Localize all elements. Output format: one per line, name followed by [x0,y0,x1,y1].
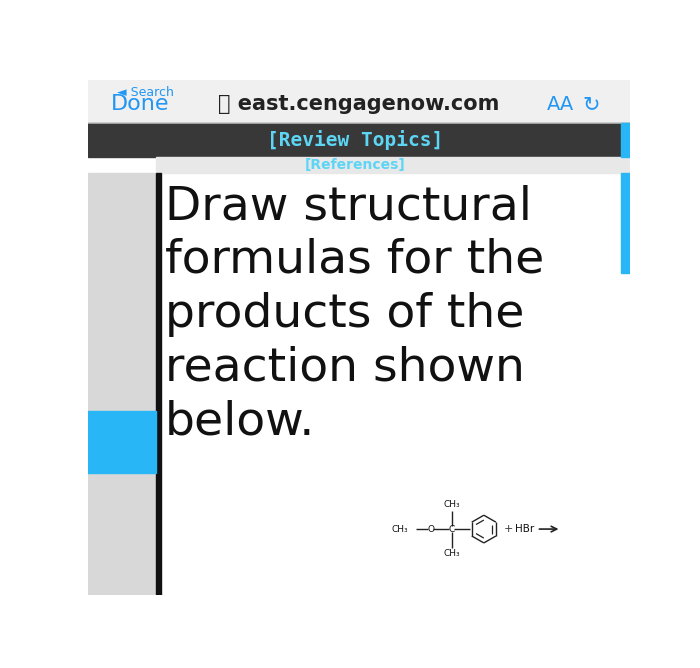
Text: AA: AA [547,95,574,114]
Text: +: + [504,524,513,534]
Bar [88,122,630,157]
Bar [88,172,155,595]
Text: CH₃: CH₃ [443,500,460,509]
Text: HBr: HBr [514,524,534,534]
Bar [621,172,630,273]
Text: Done: Done [111,94,169,114]
Bar [88,80,630,122]
Bar [621,122,630,157]
Text: [Review Topics]: [Review Topics] [267,130,443,150]
Text: 🔒 east.cengagenow.com: 🔒 east.cengagenow.com [218,94,499,114]
Bar [88,172,630,595]
Text: ↻: ↻ [582,94,600,114]
Text: O: O [427,524,434,534]
Bar [155,172,161,595]
Bar [88,411,155,473]
Text: ◄ Search: ◄ Search [117,86,174,100]
Text: Draw structural
formulas for the
products of the
reaction shown
below.: Draw structural formulas for the product… [165,184,545,444]
Text: C: C [449,524,455,534]
Text: CH₃: CH₃ [391,524,408,534]
Text: [References]: [References] [304,158,405,172]
Text: CH₃: CH₃ [443,549,460,558]
Bar [155,157,630,172]
